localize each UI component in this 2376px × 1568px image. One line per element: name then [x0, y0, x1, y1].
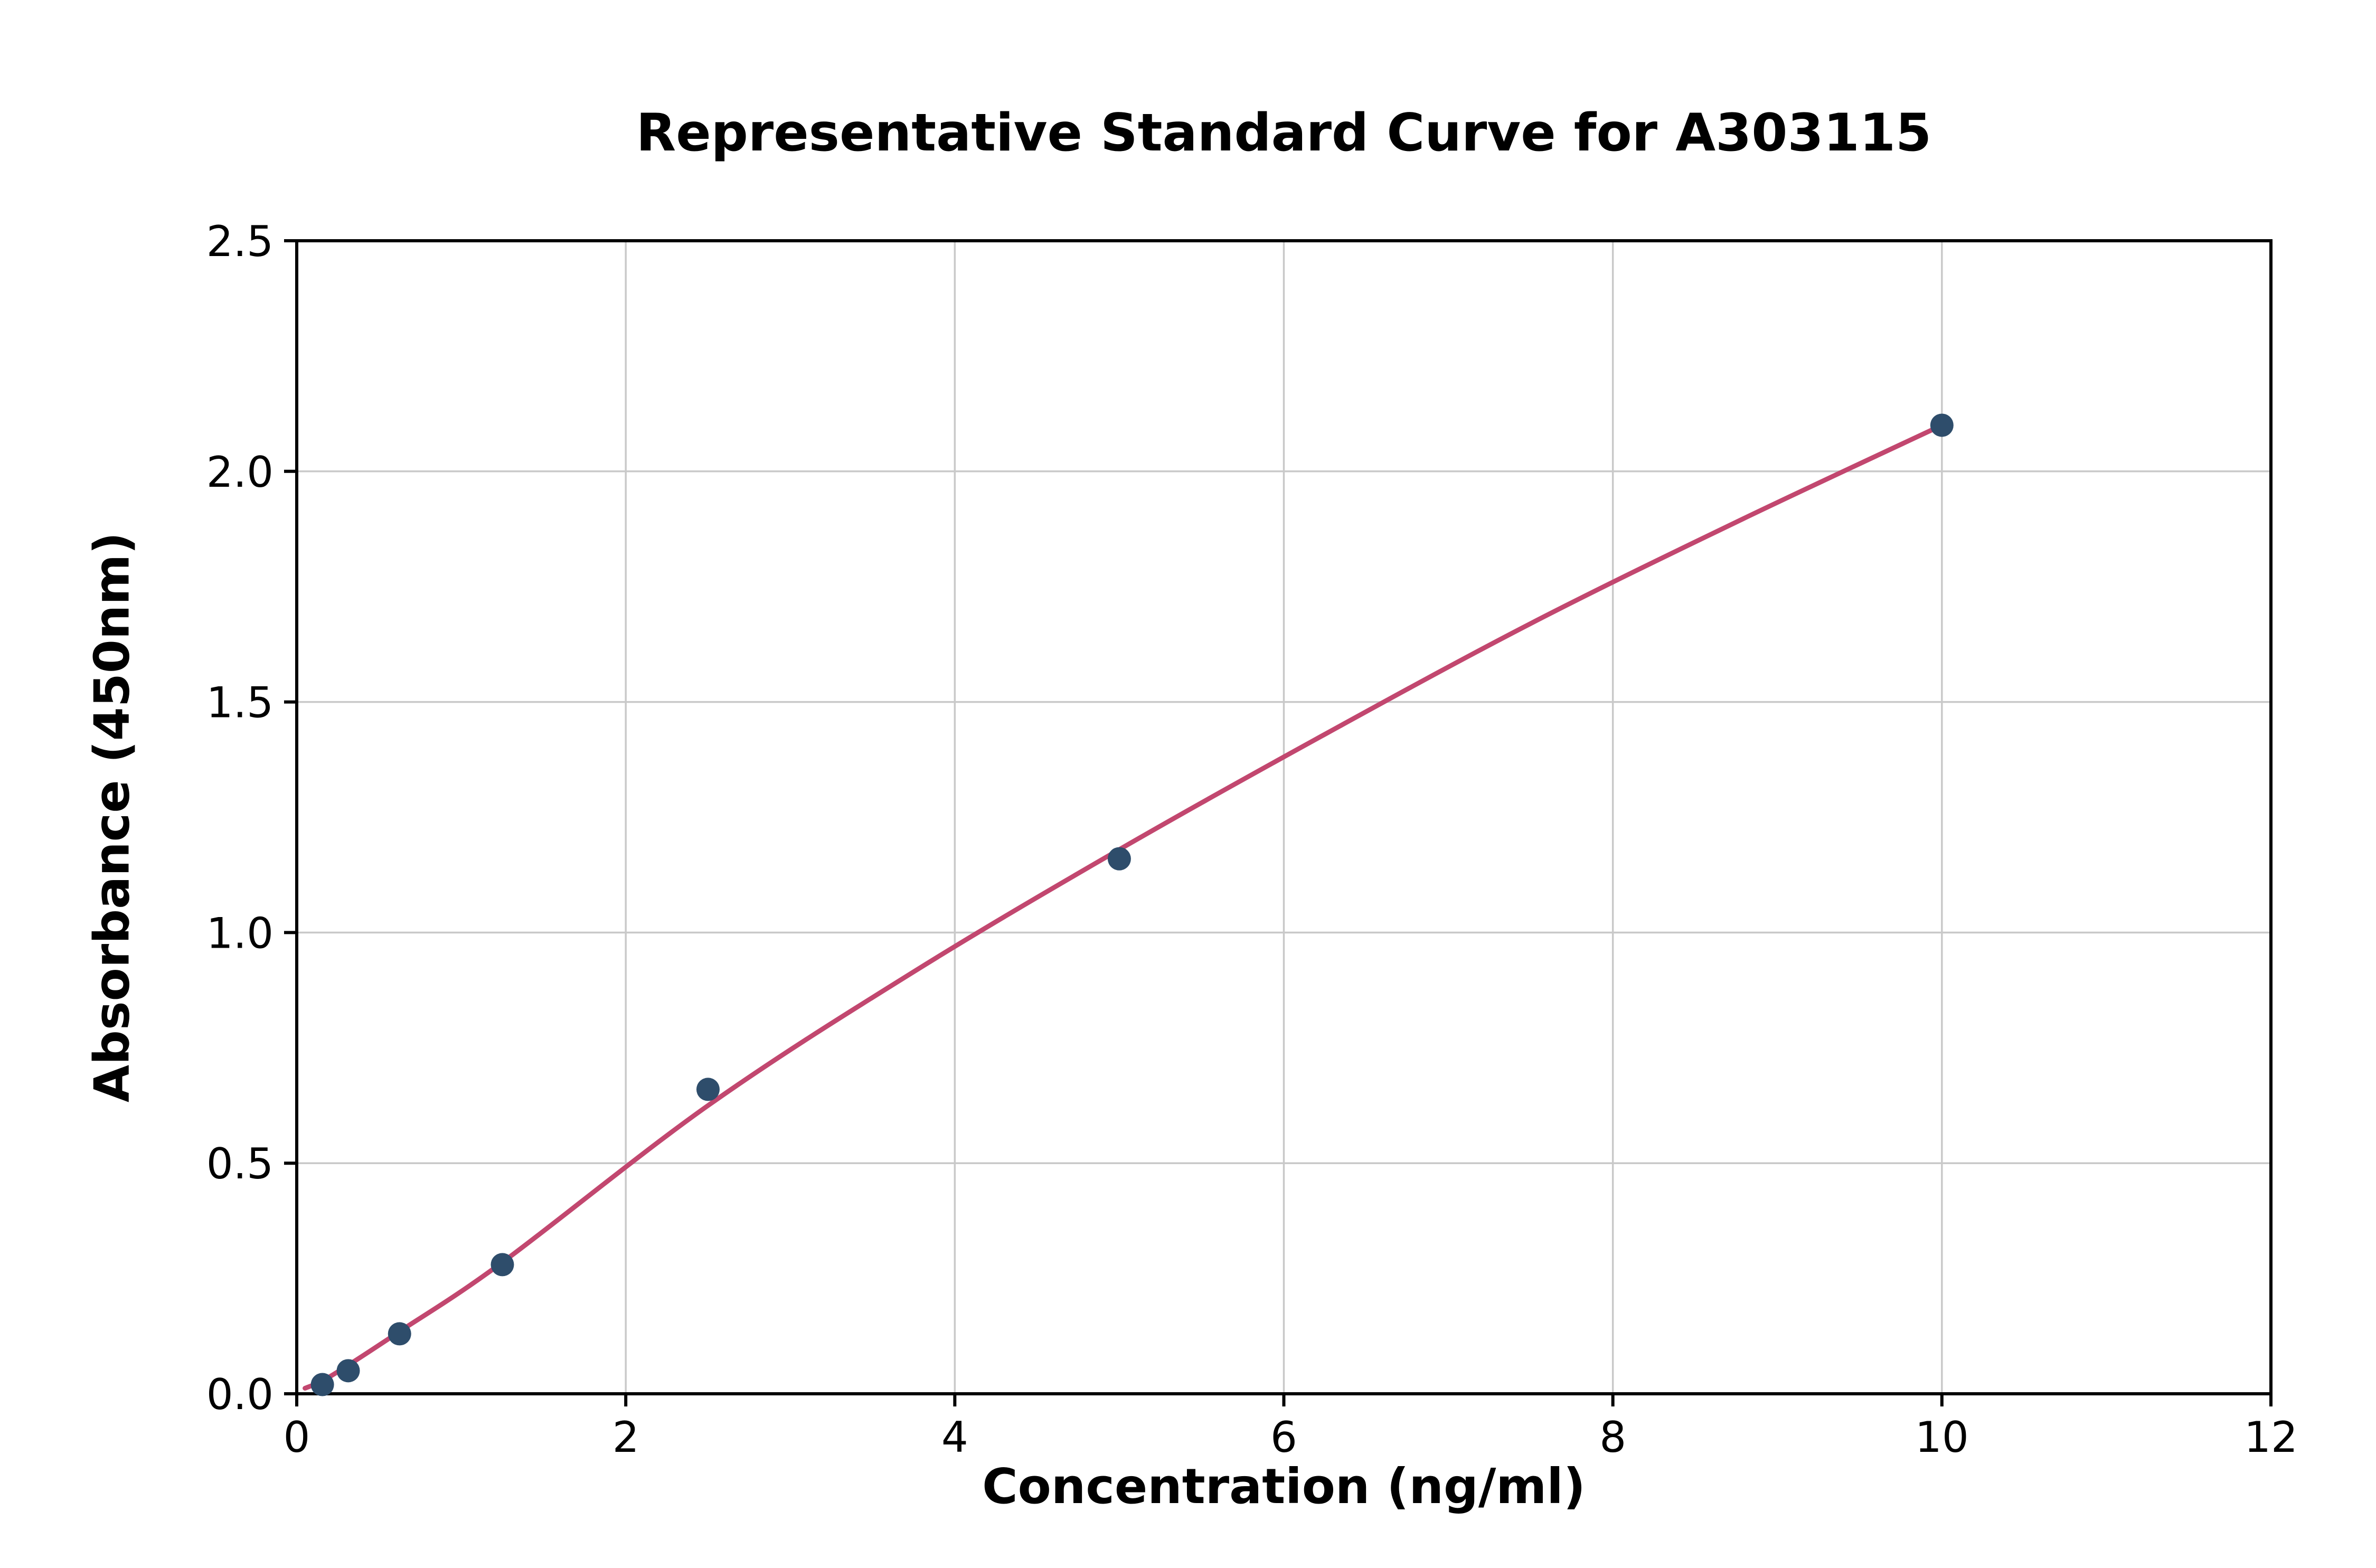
- x-tick-label: 12: [2244, 1413, 2298, 1462]
- chart-title: Representative Standard Curve for A30311…: [636, 103, 1932, 163]
- x-tick-label: 4: [941, 1413, 968, 1462]
- data-point: [336, 1359, 360, 1383]
- y-tick-label: 1.5: [206, 678, 274, 728]
- y-tick-label: 1.0: [206, 909, 274, 958]
- y-tick-label: 0.5: [206, 1139, 274, 1188]
- data-point: [388, 1322, 411, 1346]
- x-tick-label: 8: [1599, 1413, 1626, 1462]
- x-tick-label: 6: [1270, 1413, 1297, 1462]
- x-tick-label: 2: [612, 1413, 639, 1462]
- x-tick-label: 10: [1915, 1413, 1969, 1462]
- y-tick-label: 0.0: [206, 1370, 274, 1419]
- y-tick-label: 2.0: [206, 448, 274, 497]
- data-point: [1107, 847, 1131, 871]
- data-point: [310, 1373, 334, 1396]
- data-point: [491, 1253, 514, 1277]
- x-axis-label: Concentration (ng/ml): [982, 1458, 1586, 1515]
- data-point: [1930, 413, 1954, 437]
- x-tick-label: 0: [284, 1413, 310, 1462]
- data-point: [696, 1078, 720, 1101]
- fit-curve: [303, 422, 1945, 1391]
- y-tick-label: 2.5: [206, 217, 274, 266]
